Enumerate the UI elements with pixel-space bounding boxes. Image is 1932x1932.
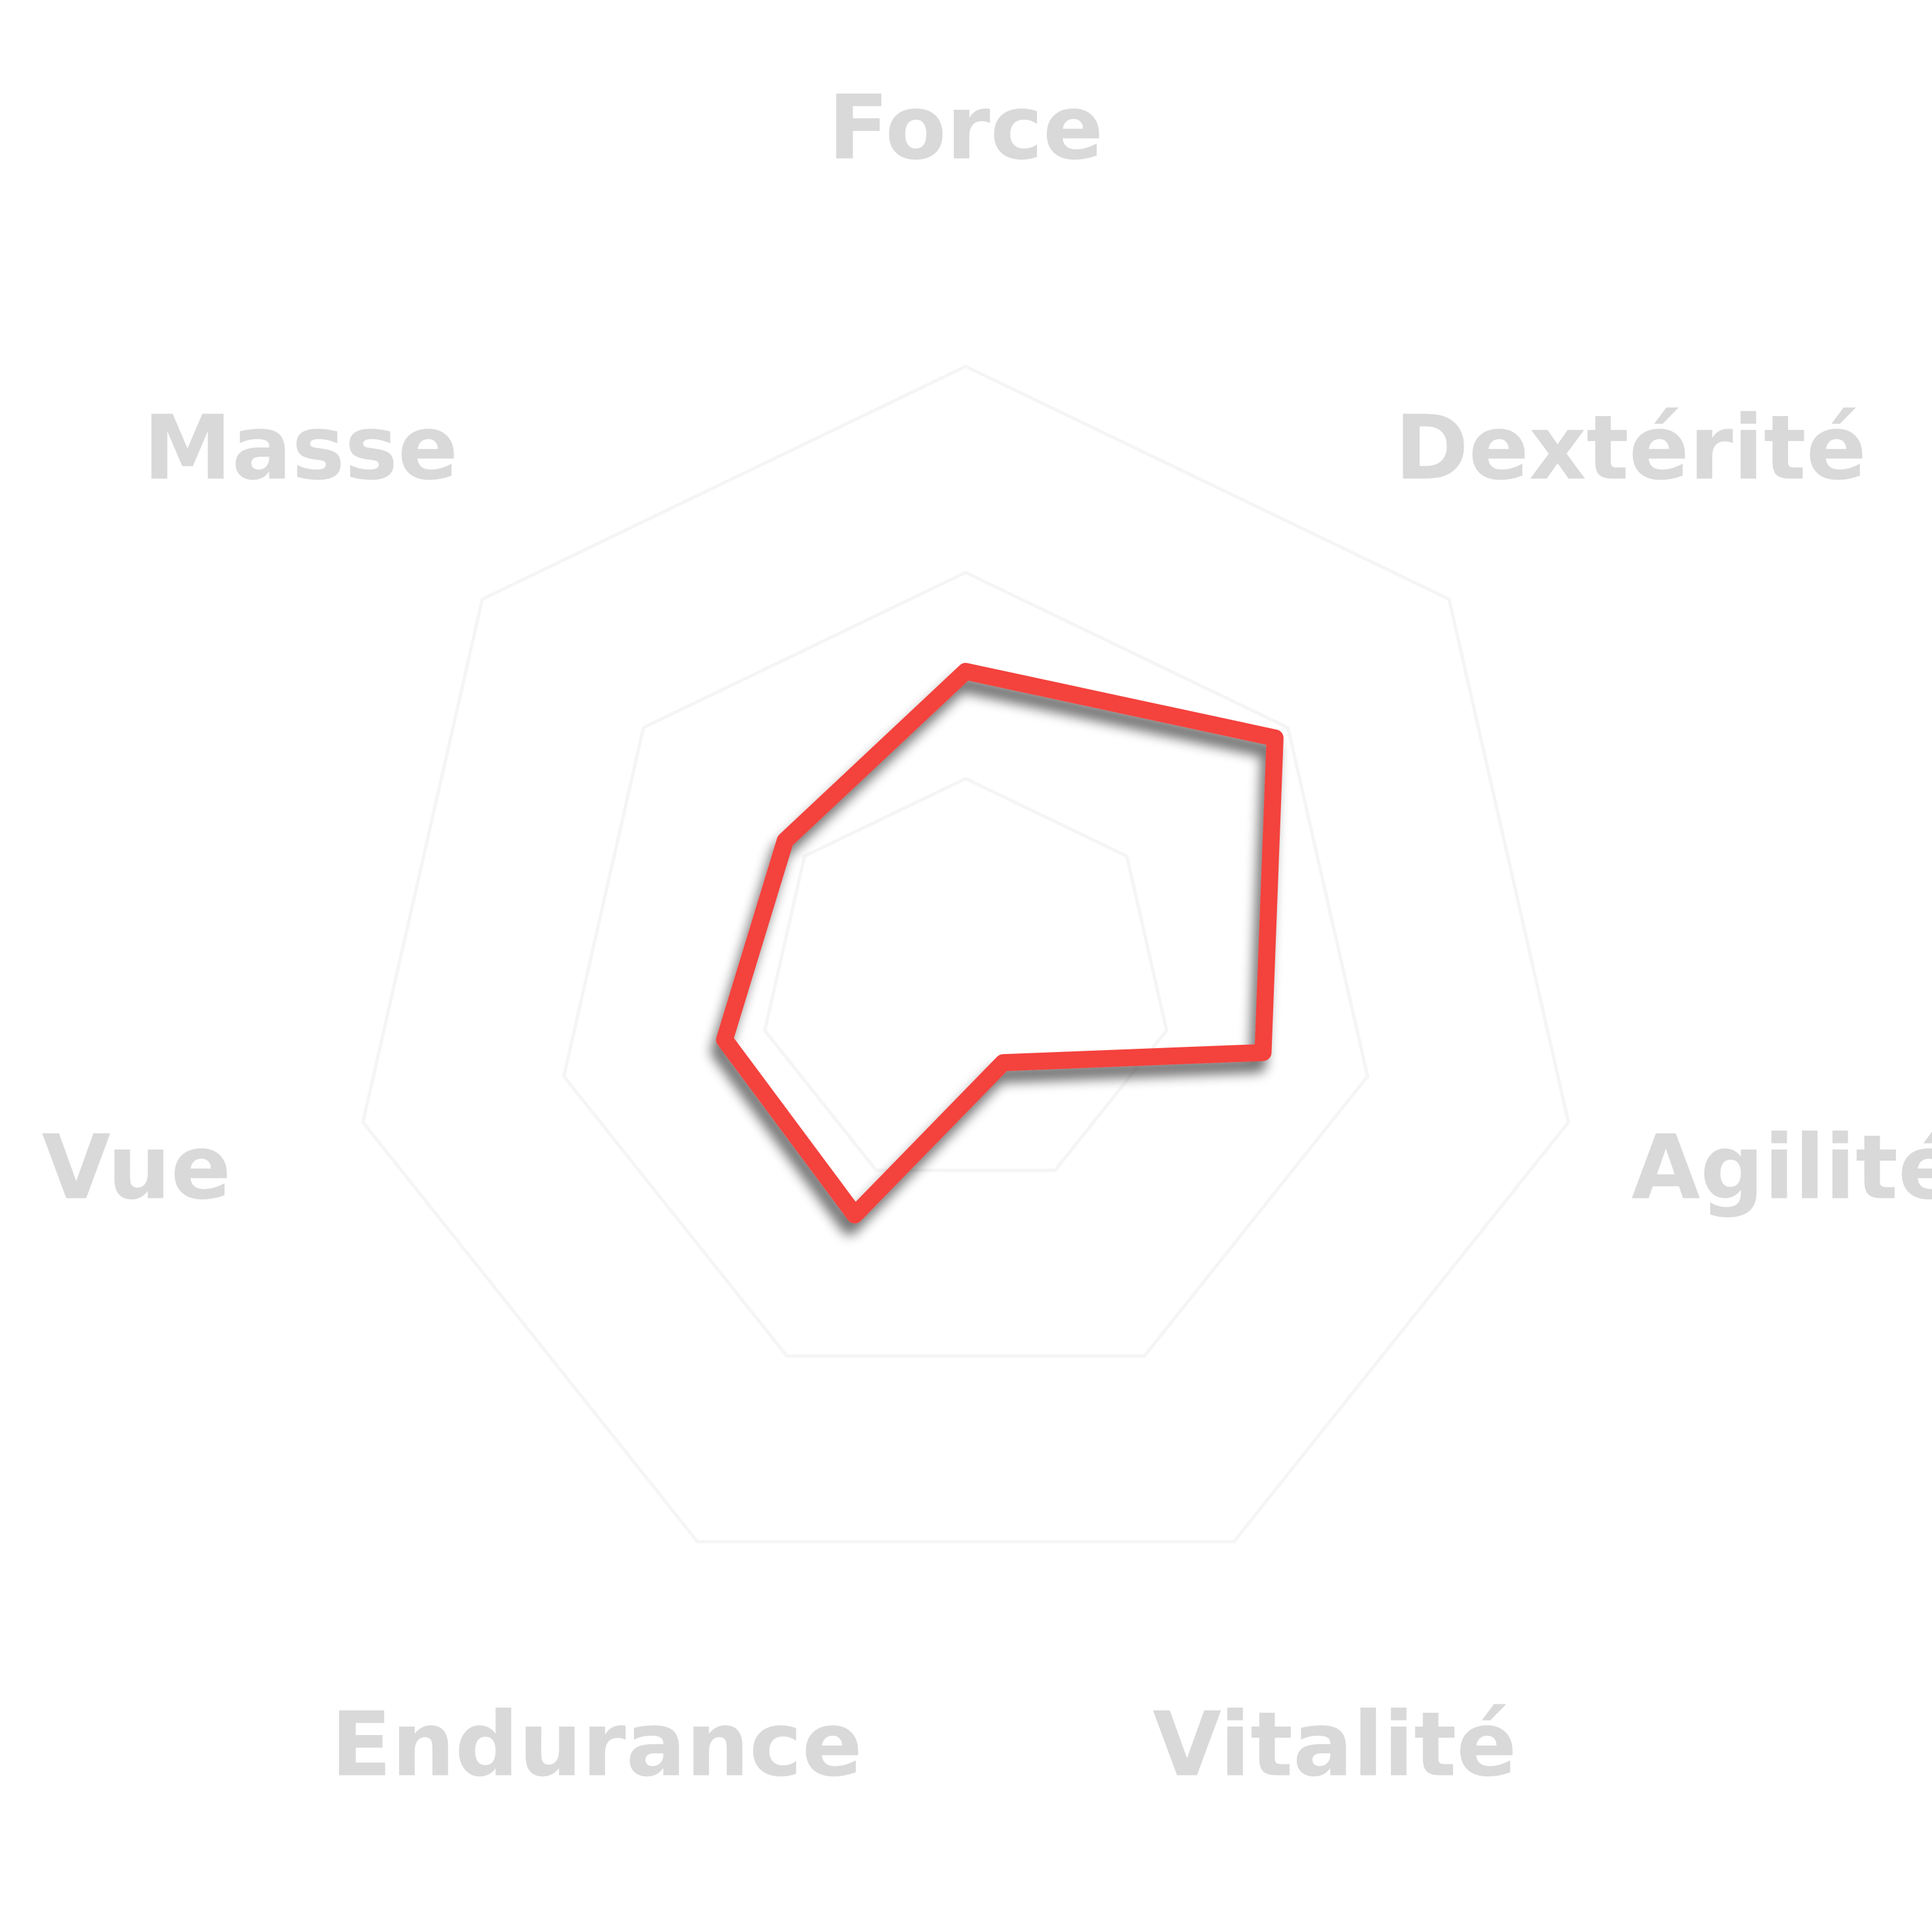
axis-label-dexterite: Dextérité [1395,397,1867,501]
radar-series-layer [716,663,1284,1223]
axis-label-vitalite: Vitalité [1153,1693,1517,1797]
axis-label-masse: Masse [143,397,458,501]
axis-labels: Force Dextérité Agilité Vitalité Endurance Vu… [42,77,1932,1797]
axis-label-agilite: Agilité [1632,1116,1932,1220]
series-line-1 [716,663,1284,1223]
radar-grid [360,364,1571,1543]
axis-label-force: Force [828,77,1104,180]
axis-label-vue: Vue [42,1116,231,1220]
axis-label-endurance: Endurance [331,1693,862,1797]
grid-ring-3 [360,364,1571,1543]
grid-ring-2 [562,571,1369,1358]
grid-ring-1 [763,777,1168,1172]
